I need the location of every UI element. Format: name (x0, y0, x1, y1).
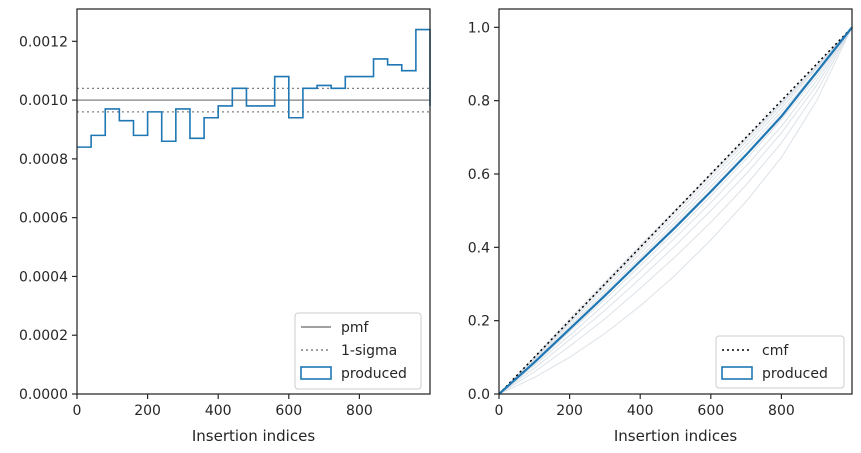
background-realization-line (498, 27, 853, 395)
legend-swatch-produced (721, 366, 753, 380)
legend-label-produced: produced (762, 366, 828, 382)
x-tick-label: 800 (768, 403, 795, 419)
x-axis-ticks: 0 200 400 600 800 (73, 394, 373, 419)
histogram-step-produced (77, 28, 431, 148)
y-tick-label: 0.0008 (19, 152, 68, 168)
x-tick-label: 200 (134, 403, 161, 419)
reference-lines (77, 87, 430, 113)
series-line-produced (498, 26, 853, 395)
legend-label-cmf: cmf (762, 343, 789, 359)
legend: cmf produced (715, 335, 845, 389)
y-tick-label: 0.6 (468, 167, 490, 183)
background-realization-line (498, 27, 853, 395)
y-tick-label: 0.0000 (19, 387, 68, 403)
legend-swatch-produced (300, 366, 332, 380)
y-tick-label: 0.0004 (19, 269, 68, 285)
legend-box (715, 335, 845, 389)
background-realization-line (498, 27, 853, 395)
y-tick-label: 0.0012 (19, 34, 68, 50)
legend-label-produced: produced (341, 366, 407, 382)
y-tick-label: 0.0010 (19, 93, 68, 109)
x-axis-ticks: 0 200 400 600 800 (495, 394, 795, 419)
y-tick-label: 0.0 (468, 387, 490, 403)
background-realization-line (498, 27, 853, 395)
legend: pmf 1-sigma produced (294, 312, 422, 390)
x-tick-label: 400 (627, 403, 654, 419)
x-axis-label: Insertion indices (192, 427, 315, 445)
x-tick-label: 800 (346, 403, 373, 419)
background-realization-line (498, 27, 853, 395)
y-tick-label: 1.0 (468, 20, 490, 36)
axes-frame (76, 8, 431, 395)
y-tick-label: 0.0006 (19, 211, 68, 227)
y-tick-label: 0.0002 (19, 328, 68, 344)
y-tick-label: 0.8 (468, 94, 490, 110)
y-axis-ticks: 0.0000 0.0002 0.0004 0.0006 0.0008 0.0010 0.00… (19, 34, 77, 403)
x-tick-label: 600 (275, 403, 302, 419)
background-realization-line (498, 26, 853, 395)
legend-box (294, 312, 422, 390)
series-layer (77, 28, 431, 148)
x-tick-label: 200 (556, 403, 583, 419)
y-tick-label: 0.2 (468, 314, 490, 330)
background-realization-line (498, 27, 853, 395)
x-axis-label: Insertion indices (614, 427, 737, 445)
x-tick-label: 0 (73, 403, 82, 419)
x-tick-label: 0 (495, 403, 504, 419)
y-tick-label: 0.4 (468, 240, 490, 256)
left-chart-panel: 0 200 400 600 800 0.00000.00020.00040.00060.… (19, 8, 431, 445)
series-layer (498, 26, 853, 395)
axes-frame (498, 8, 853, 395)
x-tick-label: 600 (697, 403, 724, 419)
legend-label-pmf: pmf (341, 320, 370, 336)
y-axis-ticks: 0.0 0.2 0.4 0.6 0.8 1.0 (468, 20, 499, 403)
legend-label-1-sigma: 1-sigma (341, 343, 397, 359)
right-chart-panel: 0 200 400 600 800 0.0 0.2 0.4 0.6 0.8 1.0 Inserti… (468, 8, 853, 445)
background-realization-line (498, 27, 853, 395)
x-tick-label: 400 (205, 403, 232, 419)
